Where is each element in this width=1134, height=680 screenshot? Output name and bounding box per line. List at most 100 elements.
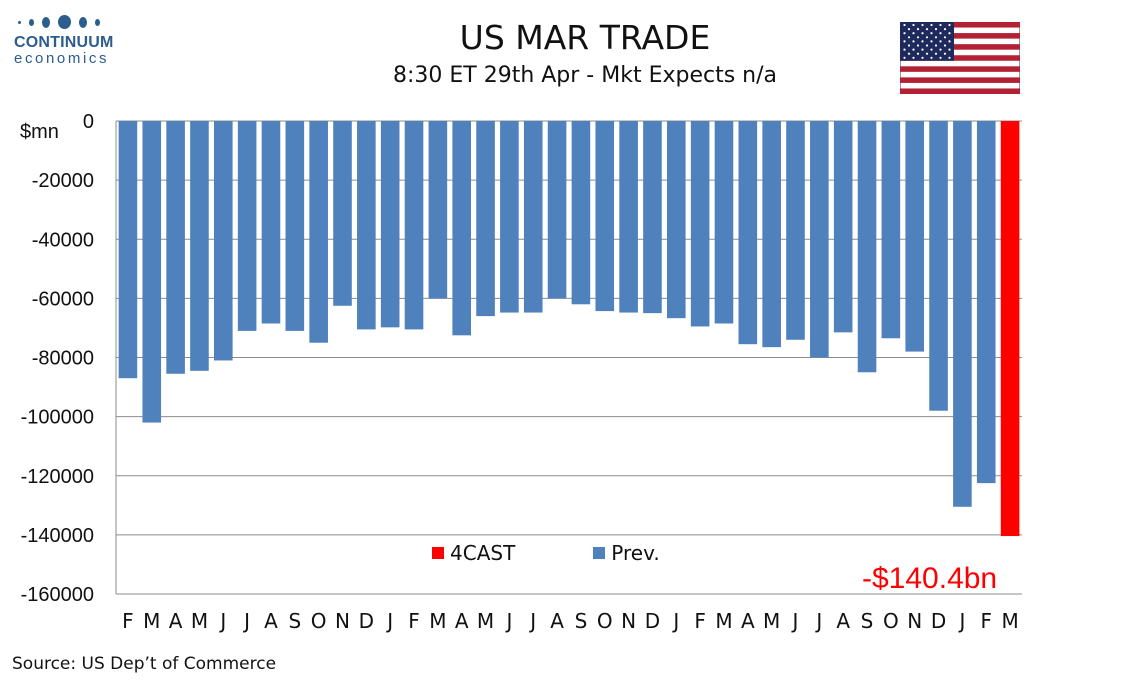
continuum-logo: CONTINUUM economics	[14, 14, 134, 67]
bar	[142, 121, 162, 423]
x-tick-label: F	[408, 609, 420, 633]
bar	[523, 121, 543, 313]
bar	[643, 121, 662, 314]
legend-swatch-forecast	[432, 547, 444, 559]
legend-item-prev: Prev.	[593, 541, 660, 565]
bar	[452, 121, 472, 336]
x-tick-label: F	[122, 609, 134, 633]
x-tick-label: S	[861, 609, 874, 633]
bar	[571, 121, 591, 305]
bar	[213, 121, 233, 361]
us-flag-icon	[900, 22, 1020, 94]
legend-item-forecast: 4CAST	[432, 541, 515, 565]
x-tick-label: M	[477, 609, 494, 633]
x-tick-label: A	[264, 609, 278, 633]
x-tick-label: N	[335, 609, 350, 633]
y-tick-label: -20000	[32, 170, 94, 192]
x-tick-label: J	[814, 609, 822, 633]
logo-dots-icon	[18, 14, 134, 30]
x-tick-label: A	[550, 609, 564, 633]
x-tick-label: S	[288, 609, 301, 633]
chart-subtitle: 8:30 ET 29th Apr - Mkt Expects n/a	[392, 63, 778, 88]
x-tick-label: F	[980, 609, 992, 633]
y-tick-label: 0	[83, 111, 94, 133]
legend-swatch-prev	[593, 547, 606, 559]
x-tick-label: A	[455, 609, 469, 633]
bar	[786, 121, 805, 340]
y-tick-label: -160000	[21, 584, 94, 606]
bar	[905, 121, 925, 352]
bar	[953, 121, 972, 507]
x-tick-label: M	[143, 609, 160, 633]
x-tick-label: J	[957, 609, 965, 633]
bar	[857, 121, 877, 373]
x-tick-label: J	[385, 609, 393, 633]
bar	[500, 121, 519, 313]
bar	[118, 121, 138, 379]
bar	[237, 121, 257, 331]
x-tick-label: O	[311, 609, 327, 633]
x-tick-label: D	[931, 609, 946, 633]
bar	[929, 121, 948, 411]
source-note: Source: US Dep’t of Commerce	[12, 654, 277, 674]
x-tick-label: J	[791, 609, 799, 633]
bar	[476, 121, 495, 317]
bar	[190, 121, 209, 371]
legend: 4CAST Prev.	[432, 541, 660, 565]
legend-label-prev: Prev.	[611, 541, 660, 565]
bar	[690, 121, 710, 327]
forecast-value-label: -$140.4bn	[862, 562, 998, 595]
x-tick-label: J	[671, 609, 679, 633]
x-tick-label: A	[169, 609, 183, 633]
x-tick-label: D	[359, 609, 374, 633]
bar	[404, 121, 424, 330]
bar	[333, 121, 352, 306]
x-tick-label: M	[1001, 609, 1018, 633]
y-axis-label: $mn	[20, 121, 59, 143]
bar	[738, 121, 758, 345]
logo-sub: economics	[14, 50, 110, 67]
y-tick-label: -60000	[32, 288, 94, 310]
x-tick-label: A	[741, 609, 755, 633]
bar	[619, 121, 638, 313]
legend-label-forecast: 4CAST	[450, 541, 516, 565]
y-tick-label: -140000	[21, 525, 94, 547]
chart-title: US MAR TRADE	[459, 18, 711, 57]
bar	[166, 121, 185, 374]
y-tick-label: -40000	[32, 229, 94, 251]
bar	[762, 121, 781, 348]
x-tick-label: J	[218, 609, 226, 633]
bar	[261, 121, 281, 324]
x-tick-label: M	[429, 609, 446, 633]
x-tick-label: O	[597, 609, 613, 633]
bar	[666, 121, 686, 319]
x-tick-label: S	[575, 609, 588, 633]
x-tick-label: F	[694, 609, 706, 633]
bar	[428, 121, 448, 299]
x-tick-label: M	[191, 609, 208, 633]
x-tick-label: J	[504, 609, 512, 633]
bar	[357, 121, 376, 330]
bar	[309, 121, 328, 343]
bar	[547, 121, 567, 299]
bar	[380, 121, 400, 328]
bar	[810, 121, 829, 358]
bar	[285, 121, 305, 331]
x-tick-label: J	[528, 609, 536, 633]
y-tick-label: -80000	[32, 348, 94, 370]
bar	[881, 121, 901, 339]
x-tick-label: J	[242, 609, 250, 633]
x-tick-label: O	[883, 609, 899, 633]
x-tick-label: N	[907, 609, 922, 633]
y-tick-label: -100000	[21, 407, 94, 429]
bar	[833, 121, 853, 333]
x-tick-label: M	[763, 609, 780, 633]
bar	[595, 121, 615, 312]
x-tick-label: A	[836, 609, 850, 633]
logo-name: CONTINUUM	[14, 34, 114, 51]
x-tick-label: M	[715, 609, 732, 633]
y-tick-label: -120000	[21, 466, 94, 488]
forecast-bar	[1000, 121, 1020, 537]
bar	[976, 121, 996, 484]
